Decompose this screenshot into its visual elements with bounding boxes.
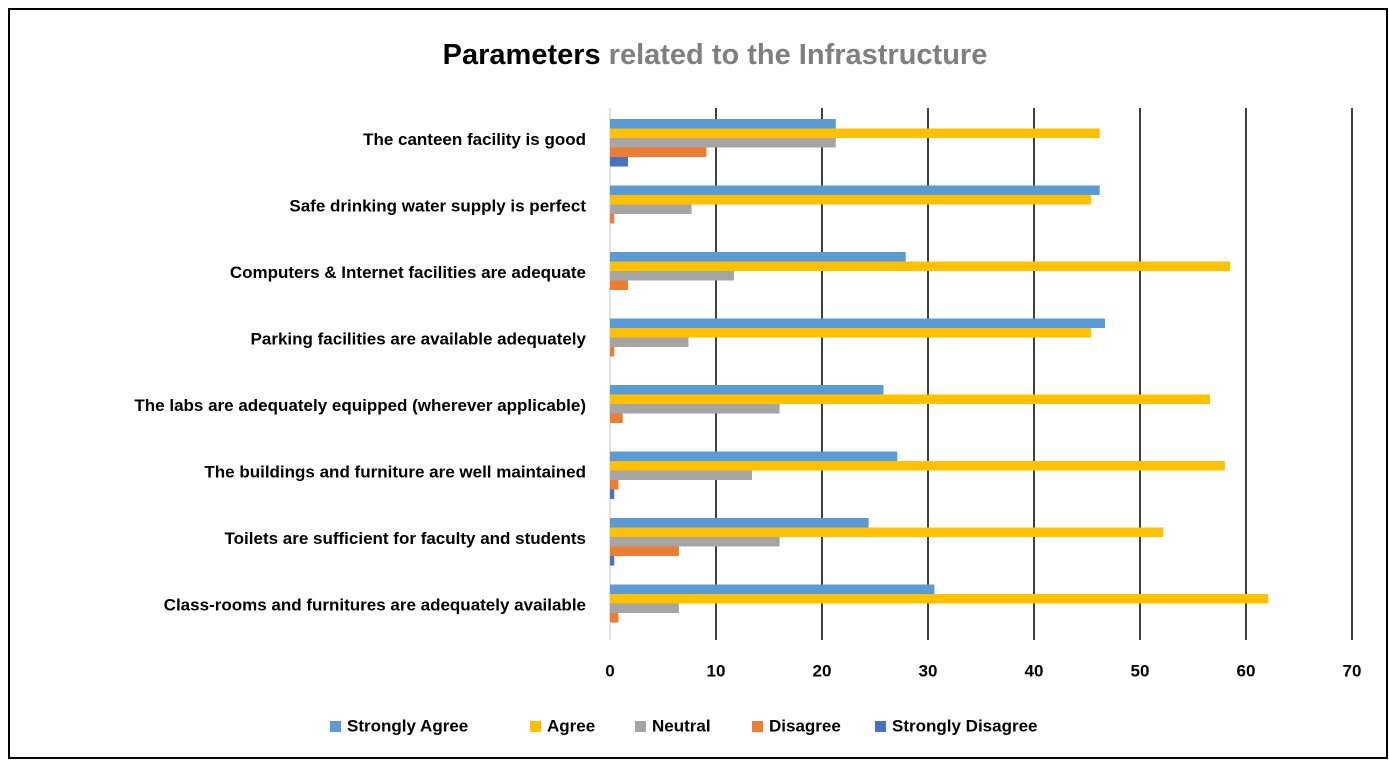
bar [610,584,935,594]
bar [610,594,1269,604]
bar [610,451,898,461]
x-tick-label: 40 [1025,661,1044,680]
bar [610,413,623,423]
x-tick-label: 10 [707,661,726,680]
legend-label: Disagree [769,716,841,735]
bar [610,185,1100,195]
y-tick-label: Safe drinking water supply is perfect [289,197,586,216]
x-tick-label: 70 [1343,661,1362,680]
legend-label: Strongly Agree [347,716,468,735]
bar [610,546,679,556]
y-tick-label: The buildings and furniture are well mai… [204,463,586,482]
y-tick-label: Computers & Internet facilities are adeq… [230,263,586,282]
bar [610,271,735,281]
bar [610,404,780,414]
bar [610,527,1164,537]
y-tick-label: Toilets are sufficient for faculty and s… [225,529,586,548]
legend-label: Neutral [652,716,711,735]
bar [610,347,615,357]
x-tick-label: 50 [1131,661,1150,680]
bar [610,119,836,129]
bar [610,480,619,490]
bar [610,470,753,480]
bar [610,613,619,623]
bar [610,556,615,566]
bar [610,518,869,528]
bar [610,337,689,347]
y-tick-label: The labs are adequately equipped (wherev… [134,396,586,415]
bar [610,603,679,613]
bar [610,252,906,262]
y-tick-label: Parking facilities are available adequat… [251,330,587,349]
bar [610,461,1225,471]
x-tick-label: 20 [813,661,832,680]
bar [610,280,629,290]
bar [610,138,836,148]
legend-swatch [330,721,341,732]
bar [610,537,780,547]
chart-title: Parameters related to the Infrastructure [443,39,988,71]
legend-label: Agree [547,716,595,735]
bar [610,147,707,157]
bar [610,394,1210,404]
x-tick-label: 0 [605,661,614,680]
bar [610,489,615,499]
legend-label: Strongly Disagree [892,716,1038,735]
title-main: Parameters [443,39,601,71]
bar [610,128,1100,138]
x-tick-label: 30 [919,661,938,680]
y-tick-label: Class-rooms and furnitures are adequatel… [164,596,586,615]
legend-swatch [635,721,646,732]
bar [610,328,1092,338]
bar [610,195,1092,205]
bar [610,261,1231,271]
bar [610,157,629,167]
bar [610,385,884,395]
title-rest: related to the Infrastructure [609,39,988,71]
legend-swatch [530,721,541,732]
legend-swatch [875,721,886,732]
x-tick-label: 60 [1237,661,1256,680]
y-tick-label: The canteen facility is good [363,130,586,149]
bar [610,214,615,224]
bar [610,318,1106,328]
legend-swatch [752,721,763,732]
bar [610,204,692,214]
